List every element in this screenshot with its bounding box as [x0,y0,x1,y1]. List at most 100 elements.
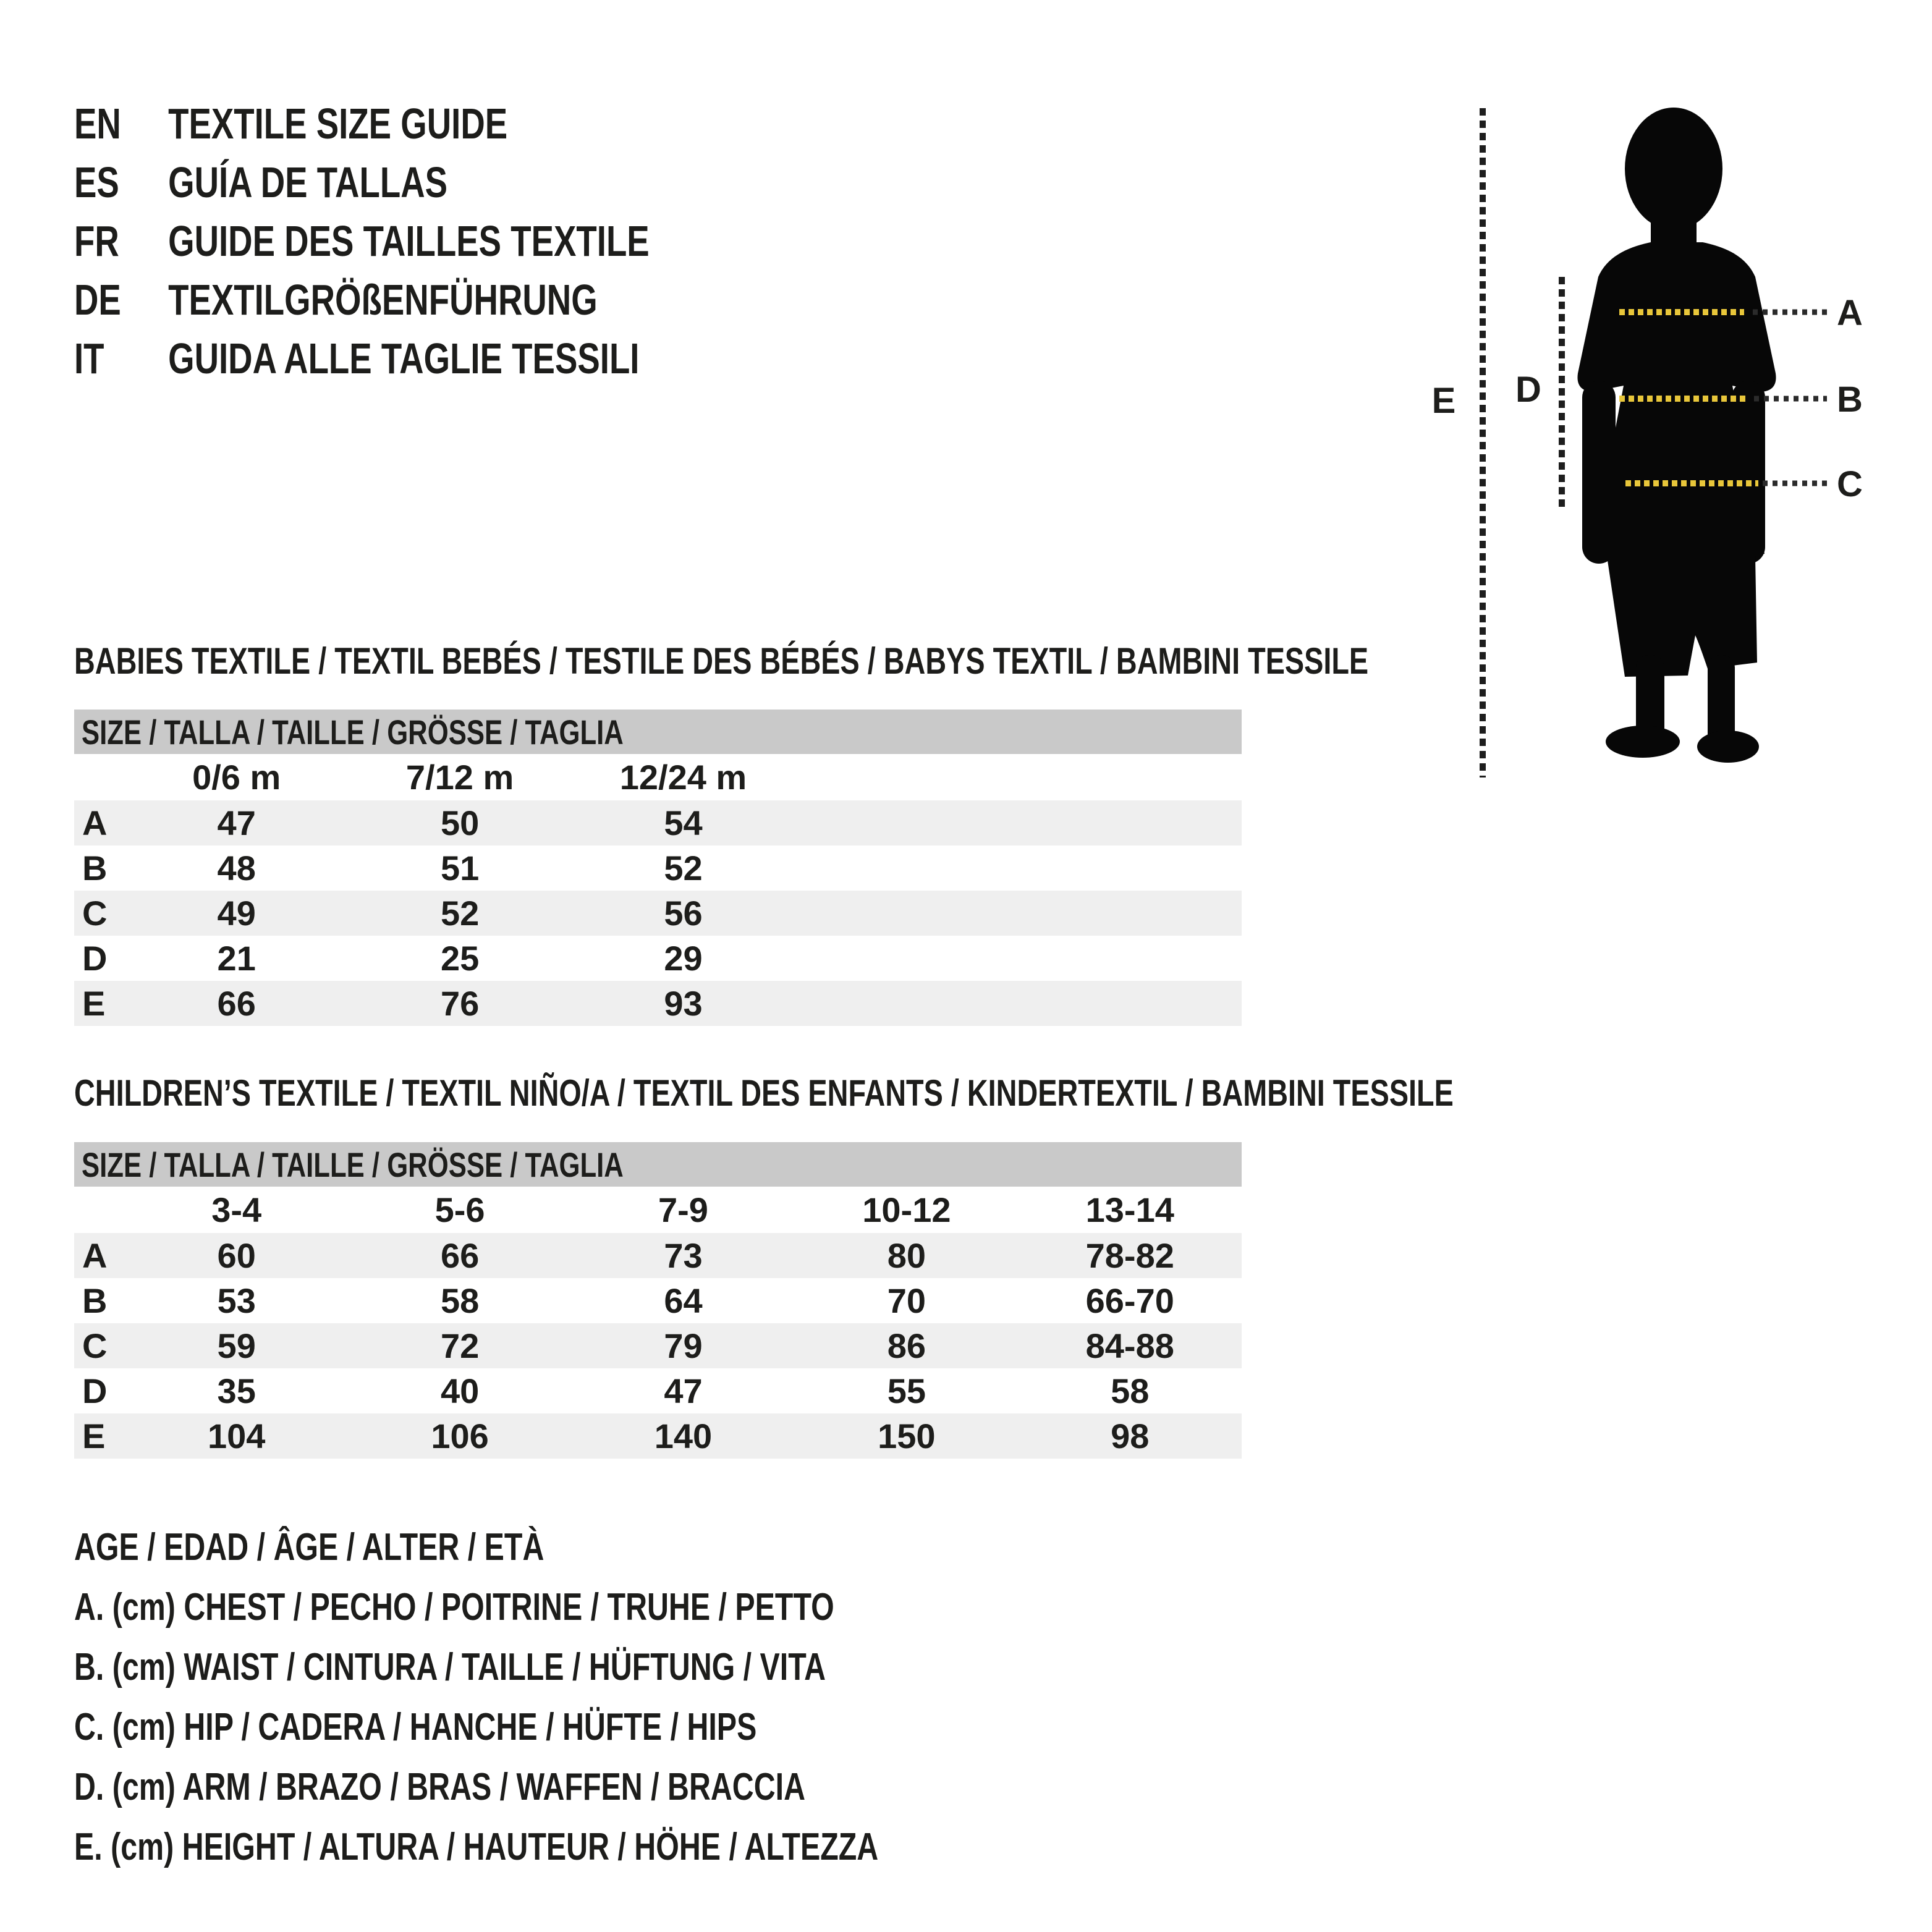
column-header: 13-14 [1085,1190,1174,1229]
size-header-bar: SIZE / TALLA / TAILLE / GRÖSSE / TAGLIA [74,710,1242,754]
diagram-label-d: D [1515,370,1541,410]
diagram-label-c: C [1837,464,1863,504]
row-label: E [82,984,106,1023]
value-cell: 51 [440,849,480,888]
value-cell: 64 [664,1281,703,1320]
value-cell: 35 [217,1371,256,1410]
value-cell: 58 [1111,1371,1150,1410]
table-row: B 53 58 64 70 66-70 [74,1278,1242,1323]
size-header-bar: SIZE / TALLA / TAILLE / GRÖSSE / TAGLIA [74,1142,1242,1187]
value-cell: 25 [440,939,480,978]
language-code: ES [74,158,119,206]
value-cell: 84-88 [1085,1326,1174,1365]
value-cell: 47 [664,1371,703,1410]
row-label: D [82,1371,108,1410]
language-row-de: DE TEXTILGRÖßENFÜHRUNG [74,270,650,329]
value-cell: 47 [217,803,256,842]
value-cell: 79 [664,1326,703,1365]
legend-age: AGE / EDAD / ÂGE / ALTER / ETÀ [74,1526,544,1569]
value-cell: 21 [217,939,256,978]
legend-chest-a: A. (cm) CHEST / PECHO / POITRINE / TRUHE… [74,1586,834,1629]
value-cell: 86 [887,1326,926,1365]
table-row: A 60 66 73 80 78-82 [74,1233,1242,1278]
guide-title-es: GUÍA DE TALLAS [168,158,448,206]
row-label: A [82,803,108,842]
row-label: A [82,1236,108,1275]
value-cell: 73 [664,1236,703,1275]
table-row: A 47 50 54 [74,800,1242,845]
babies-size-table: SIZE / TALLA / TAILLE / GRÖSSE / TAGLIA … [74,710,1242,1026]
row-label: C [82,894,108,933]
value-cell: 66-70 [1085,1281,1174,1320]
value-cell: 53 [217,1281,256,1320]
legend-hip-c: C. (cm) HIP / CADERA / HANCHE / HÜFTE / … [74,1706,757,1748]
column-header: 5-6 [434,1190,485,1229]
value-cell: 66 [217,984,256,1023]
row-label: E [82,1417,106,1455]
value-cell: 59 [217,1326,256,1365]
diagram-label-b: B [1837,379,1863,420]
value-cell: 70 [887,1281,926,1320]
measurement-legend: AGE / EDAD / ÂGE / ALTER / ETÀ A. (cm) C… [74,1517,1105,1877]
value-cell: 98 [1111,1417,1150,1455]
language-code: DE [74,275,121,324]
value-cell: 52 [440,894,480,933]
row-label: D [82,939,108,978]
babies-section-title: BABIES TEXTILE / TEXTIL BEBÉS / TESTILE … [74,640,1369,682]
column-header: 7/12 m [405,758,514,797]
children-section-title: CHILDREN’S TEXTILE / TEXTIL NIÑO/A / TEX… [74,1072,1454,1114]
value-cell: 140 [654,1417,713,1455]
language-row-en: EN TEXTILE SIZE GUIDE [74,94,650,153]
size-header-label: SIZE / TALLA / TAILLE / GRÖSSE / TAGLIA [82,712,624,752]
value-cell: 55 [887,1371,926,1410]
language-row-fr: FR GUIDE DES TAILLES TEXTILE [74,211,650,270]
value-cell: 50 [440,803,480,842]
value-cell: 52 [664,849,703,888]
value-cell: 54 [664,803,703,842]
child-silhouette-icon [1577,108,1776,763]
measurement-diagram: A B C D E [1432,108,1863,777]
row-label: C [82,1326,108,1365]
guide-title-fr: GUIDE DES TAILLES TEXTILE [168,216,650,265]
value-cell: 29 [664,939,703,978]
guide-title-en: TEXTILE SIZE GUIDE [168,99,508,148]
guide-title-it: GUIDA ALLE TAGLIE TESSILI [168,334,640,383]
table-row: B 48 51 52 [74,845,1242,891]
language-code: FR [74,216,119,265]
table-row: D 35 40 47 55 58 [74,1368,1242,1413]
value-cell: 80 [887,1236,926,1275]
value-cell: 60 [217,1236,256,1275]
value-cell: 72 [440,1326,480,1365]
language-code: EN [74,99,121,148]
value-cell: 76 [440,984,480,1023]
column-header-row: 0/6 m 7/12 m 12/24 m [74,754,1242,800]
legend-waist-b: B. (cm) WAIST / CINTURA / TAILLE / HÜFTU… [74,1646,826,1688]
table-row: C 49 52 56 [74,891,1242,936]
children-size-table: SIZE / TALLA / TAILLE / GRÖSSE / TAGLIA … [74,1142,1242,1459]
legend-arm-d: D. (cm) ARM / BRAZO / BRAS / WAFFEN / BR… [74,1766,806,1808]
language-row-it: IT GUIDA ALLE TAGLIE TESSILI [74,329,650,388]
value-cell: 56 [664,894,703,933]
value-cell: 40 [440,1371,480,1410]
language-title-list: EN TEXTILE SIZE GUIDE ES GUÍA DE TALLAS … [74,94,811,388]
table-row: D 21 25 29 [74,936,1242,981]
row-label: B [82,849,108,888]
column-header: 7-9 [658,1190,708,1229]
value-cell: 106 [431,1417,489,1455]
guide-title-de: TEXTILGRÖßENFÜHRUNG [168,275,598,324]
language-code: IT [74,334,104,383]
row-label: B [82,1281,108,1320]
value-cell: 78-82 [1085,1236,1174,1275]
diagram-label-a: A [1837,293,1863,333]
legend-height-e: E. (cm) HEIGHT / ALTURA / HAUTEUR / HÖHE… [74,1826,879,1868]
table-row: E 104 106 140 150 98 [74,1413,1242,1459]
column-header: 10-12 [862,1190,951,1229]
value-cell: 150 [878,1417,936,1455]
value-cell: 49 [217,894,256,933]
column-header-row: 3-4 5-6 7-9 10-12 13-14 [74,1187,1242,1233]
column-header: 3-4 [211,1190,262,1229]
column-header: 0/6 m [192,758,281,797]
value-cell: 93 [664,984,703,1023]
table-row: C 59 72 79 86 84-88 [74,1323,1242,1368]
